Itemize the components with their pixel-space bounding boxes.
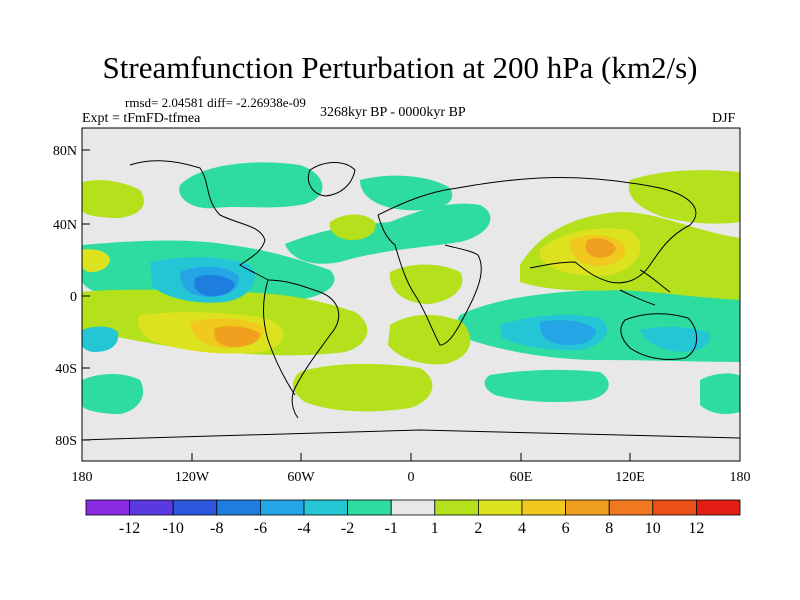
lon-label-120w: 120W	[175, 470, 210, 485]
season-label: DJF	[712, 111, 736, 126]
experiment-label: Expt = tFmFD-tfmea	[82, 111, 201, 126]
colorbar-label: -12	[119, 520, 140, 537]
colorbar: -12 -10 -8 -6 -4 -2 -1 1 2 4 6 8 10 12	[85, 499, 741, 537]
coastlines	[82, 160, 740, 441]
lat-label-0: 0	[70, 290, 77, 305]
colorbar-label: 10	[645, 520, 661, 537]
arctic-negative	[179, 162, 323, 209]
colorbar-swatch	[172, 499, 218, 516]
colorbar-swatches	[85, 499, 741, 516]
australia-negative-core	[640, 326, 711, 352]
south-pacific-positive-core	[214, 326, 260, 347]
antarctica-coast	[82, 429, 740, 441]
mid-atlantic-positive	[329, 214, 376, 240]
colorbar-swatch	[696, 499, 741, 516]
indian-negative-inner	[539, 320, 596, 345]
colorbar-swatch	[347, 499, 392, 516]
lat-label-80n: 80N	[53, 144, 77, 159]
asia-positive-core	[585, 238, 616, 258]
colorbar-label: 6	[562, 520, 570, 537]
africa-coast	[377, 214, 482, 346]
europe-negative	[360, 175, 453, 211]
colorbar-label: -6	[254, 520, 267, 537]
colorbar-label: 12	[688, 520, 704, 537]
north-america-coast	[129, 160, 269, 281]
lat-label-80s: 80S	[55, 434, 77, 449]
lon-label-0: 0	[408, 470, 415, 485]
colorbar-label: -2	[341, 520, 354, 537]
south-ocean-negative-east	[484, 369, 609, 403]
colorbar-label: 1	[431, 520, 439, 537]
colorbar-swatch	[434, 499, 479, 516]
dateline-negative-south-east	[700, 373, 740, 414]
greenland-coast	[307, 162, 356, 197]
dateline-positive-north	[82, 180, 144, 218]
colorbar-swatch	[565, 499, 610, 516]
lat-axis: 80N 40N 0 40S 80S	[53, 144, 90, 449]
colorbar-label: -1	[385, 520, 398, 537]
north-atlantic-negative	[285, 203, 491, 264]
colorbar-swatch	[521, 499, 566, 516]
australia-coast	[620, 313, 698, 361]
colorbar-label: -10	[163, 520, 184, 537]
colorbar-swatch	[303, 499, 348, 516]
stats-label: rmsd= 2.04581 diff= -2.26938e-09	[125, 95, 306, 110]
colorbar-swatch	[477, 499, 523, 516]
colorbar-label: -4	[297, 520, 310, 537]
east-pacific-negative-core	[194, 274, 235, 297]
colorbar-swatch	[608, 499, 654, 516]
colorbar-swatch	[85, 499, 130, 516]
colorbar-swatch	[259, 499, 305, 516]
south-america-coast	[267, 279, 340, 419]
indonesia-coast	[619, 269, 671, 306]
period-label: 3268kyr BP - 0000kyr BP	[320, 105, 466, 120]
figure-title: Streamfunction Perturbation at 200 hPa (…	[102, 50, 698, 85]
colorbar-label: 2	[474, 520, 482, 537]
lon-label-180w: 180	[72, 470, 93, 485]
colorbar-labels: -12 -10 -8 -6 -4 -2 -1 1 2 4 6 8 10 12	[119, 520, 704, 537]
eurasia-coast	[377, 176, 697, 284]
colorbar-label: 8	[605, 520, 613, 537]
lat-label-40s: 40S	[55, 362, 77, 377]
colorbar-swatch	[216, 499, 261, 516]
lon-label-60e: 60E	[510, 470, 533, 485]
dateline-negative-mid	[82, 326, 119, 352]
south-america-west-coast	[263, 279, 296, 396]
colorbar-swatch	[129, 499, 174, 516]
lon-label-60w: 60W	[287, 470, 315, 485]
dateline-positive-mid	[82, 249, 110, 272]
colorbar-label: -8	[210, 520, 223, 537]
africa-positive	[389, 264, 463, 304]
lon-label-120e: 120E	[615, 470, 645, 485]
lat-label-40n: 40N	[53, 218, 77, 233]
lon-axis: 180 120W 60W 0 60E 120E 180	[72, 453, 751, 485]
colorbar-label: 4	[518, 520, 526, 537]
map-plot	[82, 128, 740, 461]
colorbar-swatch	[652, 499, 697, 516]
contour-level-4	[194, 238, 616, 347]
south-atlantic-positive	[388, 314, 471, 365]
colorbar-swatch	[390, 499, 436, 516]
dateline-negative-south	[82, 374, 144, 414]
lon-label-180e: 180	[730, 470, 751, 485]
south-ocean-positive-west	[293, 363, 433, 412]
